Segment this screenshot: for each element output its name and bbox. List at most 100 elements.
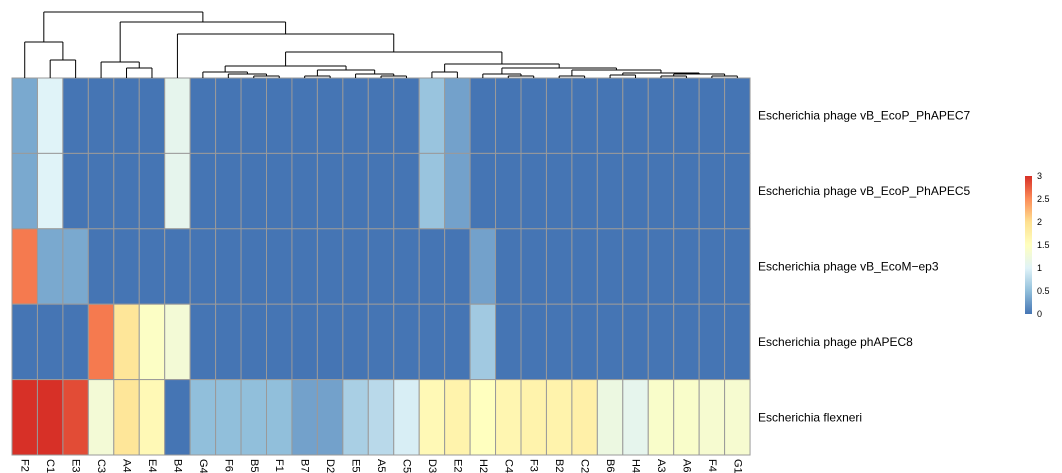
heatmap-cell — [698, 152, 726, 230]
column-label: C5 — [400, 459, 412, 473]
column-label: F1 — [273, 459, 285, 472]
heatmap-cell — [215, 228, 242, 305]
heatmap-cell — [164, 379, 191, 456]
legend-tick-label: 2 — [1037, 217, 1042, 227]
heatmap-cell — [87, 228, 115, 305]
heatmap-cell — [418, 228, 446, 305]
heatmap-cell — [367, 152, 395, 230]
column-label: G1 — [731, 459, 743, 473]
heatmap-cell — [36, 379, 64, 456]
heatmap-cell — [240, 303, 268, 381]
heatmap-cell — [215, 303, 242, 381]
heatmap-cell — [469, 152, 497, 230]
row-label: Escherichia phage phAPEC8 — [758, 335, 913, 349]
heatmap-cell — [418, 77, 446, 154]
heatmap-cell — [367, 379, 395, 456]
column-label: E5 — [350, 459, 362, 472]
heatmap-cell — [342, 152, 369, 230]
heatmap-cells — [11, 77, 751, 456]
heatmap-cell — [622, 228, 649, 305]
legend-tick-label: 0 — [1037, 309, 1042, 319]
heatmap-cell — [495, 77, 522, 154]
heatmap-cell — [571, 152, 598, 230]
heatmap-cell — [291, 152, 318, 230]
heatmap-cell — [545, 379, 573, 456]
legend-tick-label: 0.5 — [1037, 286, 1050, 296]
legend-tick-label: 1.5 — [1037, 240, 1050, 250]
heatmap-cell — [316, 303, 344, 381]
heatmap-cell — [138, 77, 166, 154]
heatmap-cell — [36, 228, 64, 305]
heatmap-cell — [444, 379, 471, 456]
heatmap-cell — [495, 152, 522, 230]
heatmap-cell — [138, 379, 166, 456]
heatmap-cell — [11, 77, 38, 154]
heatmap-cell — [367, 77, 395, 154]
heatmap-cell — [62, 77, 89, 154]
heatmap-cell — [495, 379, 522, 456]
column-label: D2 — [324, 459, 336, 473]
heatmap-cell — [266, 379, 293, 456]
heatmap-cell — [698, 303, 726, 381]
heatmap-cell — [164, 152, 191, 230]
column-label: F4 — [706, 459, 718, 472]
row-label: Escherichia flexneri — [758, 410, 862, 424]
heatmap-cell — [545, 228, 573, 305]
heatmap-cell — [113, 303, 140, 381]
heatmap-cell — [724, 303, 751, 381]
heatmap-cell — [647, 228, 675, 305]
heatmap-cell — [113, 379, 140, 456]
heatmap-cell — [316, 228, 344, 305]
heatmap-cell — [596, 77, 624, 154]
heatmap-cell — [138, 303, 166, 381]
heatmap-cell — [215, 379, 242, 456]
heatmap-cell — [520, 379, 547, 456]
heatmap-cell — [520, 228, 547, 305]
heatmap-cell — [698, 379, 726, 456]
heatmap-cell — [647, 379, 675, 456]
heatmap-cell — [291, 228, 318, 305]
heatmap-cell — [87, 152, 115, 230]
heatmap-cell — [520, 303, 547, 381]
heatmap-cell — [291, 303, 318, 381]
heatmap-cell — [622, 152, 649, 230]
heatmap-cell — [647, 152, 675, 230]
heatmap-cell — [62, 379, 89, 456]
row-label: Escherichia phage vB_EcoM−ep3 — [758, 260, 939, 274]
heatmap-cell — [11, 228, 38, 305]
column-label: E2 — [451, 459, 463, 472]
column-dendrogram — [24, 11, 738, 78]
heatmap-cell — [266, 152, 293, 230]
heatmap-cell — [571, 228, 598, 305]
heatmap-cell — [240, 77, 268, 154]
heatmap-cell — [571, 379, 598, 456]
column-label: C4 — [502, 459, 514, 473]
heatmap-cell — [393, 77, 420, 154]
heatmap-cell — [622, 303, 649, 381]
heatmap-cell — [342, 379, 369, 456]
heatmap-cell — [367, 303, 395, 381]
heatmap-cell — [673, 77, 700, 154]
heatmap-cell — [444, 152, 471, 230]
heatmap-cell — [622, 77, 649, 154]
heatmap-cell — [266, 228, 293, 305]
heatmap-cell — [418, 379, 446, 456]
heatmap-cell — [291, 379, 318, 456]
column-label: C3 — [95, 459, 107, 473]
heatmap-cell — [113, 228, 140, 305]
heatmap-cell — [520, 77, 547, 154]
heatmap-cell — [240, 379, 268, 456]
heatmap-cell — [596, 303, 624, 381]
heatmap-cell — [138, 228, 166, 305]
heatmap-cell — [673, 152, 700, 230]
heatmap-cell — [36, 152, 64, 230]
column-label: H4 — [630, 459, 642, 473]
heatmap-cell — [444, 77, 471, 154]
heatmap-cell — [215, 152, 242, 230]
column-label: G4 — [197, 459, 209, 473]
heatmap-cell — [393, 379, 420, 456]
heatmap-cell — [469, 379, 497, 456]
heatmap-cell — [724, 228, 751, 305]
heatmap-cell — [724, 77, 751, 154]
